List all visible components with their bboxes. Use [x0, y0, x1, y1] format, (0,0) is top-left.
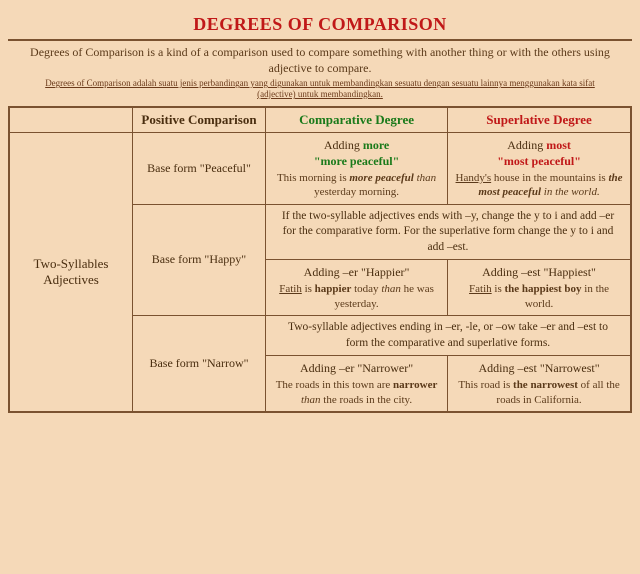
narrow-comparative: Adding –er "Narrower" The roads in this …: [266, 356, 448, 412]
header-positive: Positive Comparison: [133, 107, 266, 133]
header-comparative: Comparative Degree: [266, 107, 448, 133]
intro-text: Degrees of Comparison is a kind of a com…: [8, 39, 632, 78]
narrow-superlative: Adding –est "Narrowest" This road is the…: [448, 356, 631, 412]
base-form-happy: Base form "Happy": [133, 204, 266, 315]
peaceful-superlative: Adding most "most peaceful" Handy's hous…: [448, 132, 631, 204]
header-blank-1: [9, 107, 133, 133]
subintro-text: Degrees of Comparison adalah suatu jenis…: [8, 78, 632, 106]
table-header-row: Positive Comparison Comparative Degree S…: [9, 107, 631, 133]
happy-superlative: Adding –est "Happiest" Fatih is the happ…: [448, 260, 631, 316]
rule-y-adjectives: If the two-syllable adjectives ends with…: [266, 204, 632, 260]
base-form-narrow: Base form "Narrow": [133, 316, 266, 412]
rule-er-le-ow: Two-syllable adjectives ending in –er, -…: [266, 316, 632, 356]
row-category-label: Two-Syllables Adjectives: [9, 132, 133, 412]
happy-comparative: Adding –er "Happier" Fatih is happier to…: [266, 260, 448, 316]
table-row: Two-Syllables Adjectives Base form "Peac…: [9, 132, 631, 204]
page-title: DEGREES OF COMPARISON: [8, 8, 632, 39]
comparison-table: Positive Comparison Comparative Degree S…: [8, 106, 632, 413]
base-form-peaceful: Base form "Peaceful": [133, 132, 266, 204]
header-superlative: Superlative Degree: [448, 107, 631, 133]
peaceful-comparative: Adding more "more peaceful" This morning…: [266, 132, 448, 204]
